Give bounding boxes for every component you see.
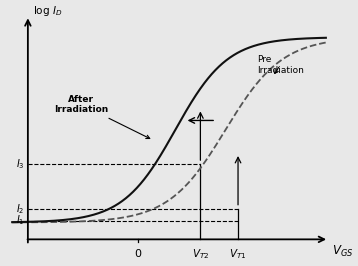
Text: $I_3$: $I_3$: [16, 157, 25, 171]
Text: $V_{T1}$: $V_{T1}$: [229, 247, 247, 261]
Text: After
Irradiation: After Irradiation: [54, 95, 150, 139]
Text: $V_{T2}$: $V_{T2}$: [192, 247, 209, 261]
Text: Pre
Irradiation: Pre Irradiation: [257, 55, 304, 75]
Text: $I_2$: $I_2$: [16, 202, 25, 215]
Text: $V_{GS}$: $V_{GS}$: [332, 244, 353, 259]
Text: $\log\,I_D$: $\log\,I_D$: [33, 4, 62, 18]
Text: $0$: $0$: [134, 247, 142, 259]
Text: $I_1$: $I_1$: [16, 214, 25, 227]
